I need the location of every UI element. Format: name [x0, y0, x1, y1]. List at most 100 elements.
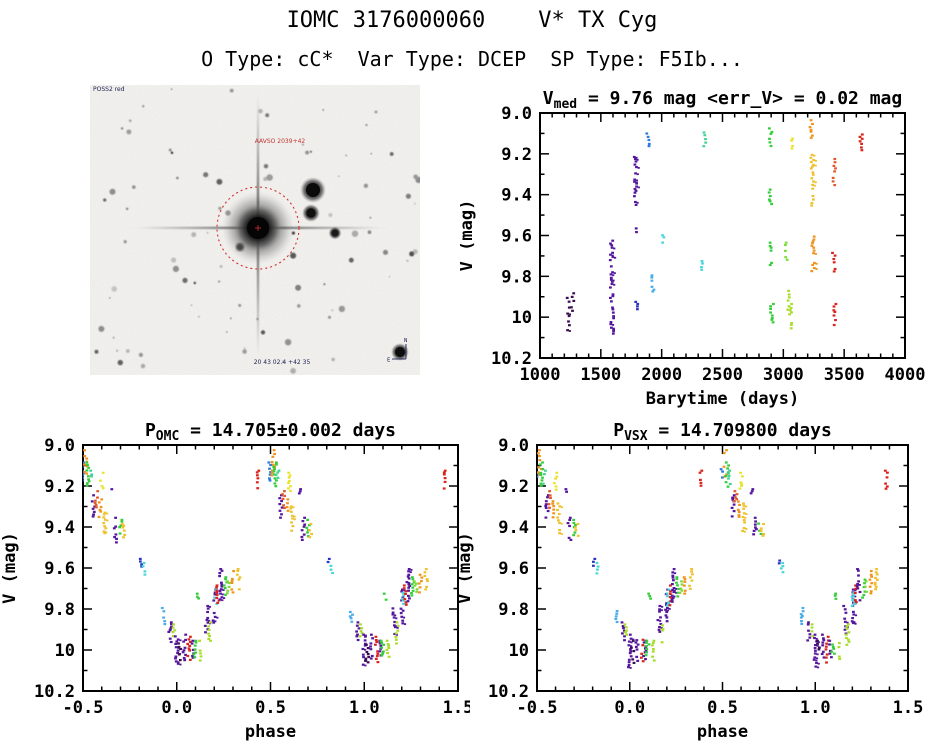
star — [111, 286, 118, 292]
y-tick-label: 9.0 — [498, 436, 529, 456]
star — [374, 110, 378, 114]
star — [258, 108, 263, 114]
star — [295, 284, 302, 291]
x-tick-label: 2500 — [702, 365, 743, 385]
y-tick-label: 10 — [55, 641, 75, 661]
y-tick-label: 9.8 — [498, 600, 529, 620]
star — [198, 315, 200, 318]
axis-ticks — [536, 444, 909, 692]
star — [142, 105, 145, 108]
star — [265, 113, 270, 118]
star-field — [94, 88, 420, 374]
star — [125, 349, 130, 353]
axis-ticks — [82, 444, 459, 692]
star — [172, 265, 179, 272]
star — [290, 368, 296, 374]
x-tick-label: 0.0 — [161, 698, 192, 718]
photometric-aperture-circle — [216, 186, 300, 270]
y-tick-label: 10.2 — [491, 349, 532, 369]
y-tick-label: 9.6 — [501, 227, 532, 247]
axis-labels: -0.5 0.0 0.5 1.0 1.5 9.0 9.2 9.4 9.6 9.8 10 10.2 pha… — [0, 420, 470, 742]
star — [170, 88, 173, 90]
plot-title: Vmed = 9.76 mag <err_V> = 0.02 mag — [543, 88, 902, 112]
star — [219, 265, 223, 268]
plot-title: POMC = 14.705±0.002 days — [145, 420, 396, 444]
x-tick-label: 1000 — [520, 365, 561, 385]
axis-labels: -0.5 0.0 0.5 1.0 1.5 9.0 9.2 9.4 9.6 9.8 10 10.2 pha… — [455, 420, 923, 742]
star — [229, 88, 234, 93]
star — [126, 129, 132, 135]
star — [103, 198, 107, 202]
corner-star — [391, 343, 409, 361]
companion-star — [236, 243, 244, 251]
plot-axes — [82, 444, 459, 692]
star — [128, 119, 132, 123]
y-tick-label: 10.2 — [34, 682, 75, 702]
star — [331, 309, 334, 312]
x-tick-label: 4000 — [885, 365, 926, 385]
y-tick-label: 9.2 — [498, 477, 529, 497]
y-tick-label: 9.0 — [44, 436, 75, 456]
star — [412, 249, 418, 255]
y-tick-label: 9.4 — [44, 518, 75, 538]
plot-title: PVSX = 14.709800 days — [613, 420, 832, 444]
star — [305, 150, 310, 155]
y-tick-label: 10 — [512, 308, 532, 328]
star — [351, 230, 359, 237]
lightcurve-plot: 1000 1500 2000 2500 3000 3500 4000 9.0 9.2 9.4 9.6… — [460, 88, 926, 409]
plot-axes — [539, 112, 906, 359]
star — [389, 152, 394, 156]
star — [348, 257, 354, 263]
star — [406, 259, 409, 262]
star — [260, 330, 266, 335]
x-tick-label: 3500 — [824, 365, 865, 385]
star — [331, 357, 335, 362]
phase-plot-vsx: -0.5 0.0 0.5 1.0 1.5 9.0 9.2 9.4 9.6 9.8 10 10.2 pha… — [455, 420, 923, 742]
x-tick-label: 3000 — [763, 365, 804, 385]
star — [243, 347, 246, 350]
star — [284, 339, 292, 346]
y-tick-label: 9.2 — [44, 477, 75, 497]
y-tick-label: 9.6 — [44, 559, 75, 579]
data-points — [537, 449, 889, 669]
star — [123, 240, 127, 244]
star — [369, 216, 372, 219]
star — [193, 281, 197, 285]
target-cross-icon — [255, 225, 261, 231]
star — [190, 304, 193, 307]
star — [138, 352, 144, 358]
compass-east-label: E — [387, 358, 390, 364]
x-tick-label: 1.0 — [349, 698, 380, 718]
bright-star-pair — [300, 177, 342, 240]
compass-marker: N E — [387, 338, 407, 364]
star — [226, 331, 228, 333]
star — [363, 183, 369, 188]
star — [323, 283, 326, 286]
star — [266, 174, 273, 181]
x-tick-label: 1500 — [580, 365, 621, 385]
star — [98, 325, 105, 332]
star — [388, 276, 391, 278]
star — [132, 185, 136, 189]
star — [112, 336, 115, 339]
x-tick-label: 1.5 — [443, 698, 470, 718]
data-points — [83, 449, 447, 667]
page-subtitle: O Type: cC* Var Type: DCEP SP Type: F5Ib… — [201, 47, 743, 71]
y-tick-label: 9.0 — [501, 104, 532, 124]
star — [345, 154, 347, 157]
star — [120, 127, 124, 130]
star — [297, 304, 301, 308]
star — [109, 297, 111, 299]
star — [230, 317, 232, 320]
star — [328, 212, 333, 218]
x-tick-label: 1.5 — [893, 698, 924, 718]
star — [367, 230, 372, 234]
star — [309, 150, 312, 153]
x-tick-label: 1.0 — [800, 698, 831, 718]
plot-frame — [82, 444, 459, 692]
star — [191, 232, 197, 238]
star — [109, 188, 116, 195]
star — [176, 176, 179, 180]
plot-frame — [536, 444, 909, 692]
star — [117, 359, 124, 366]
